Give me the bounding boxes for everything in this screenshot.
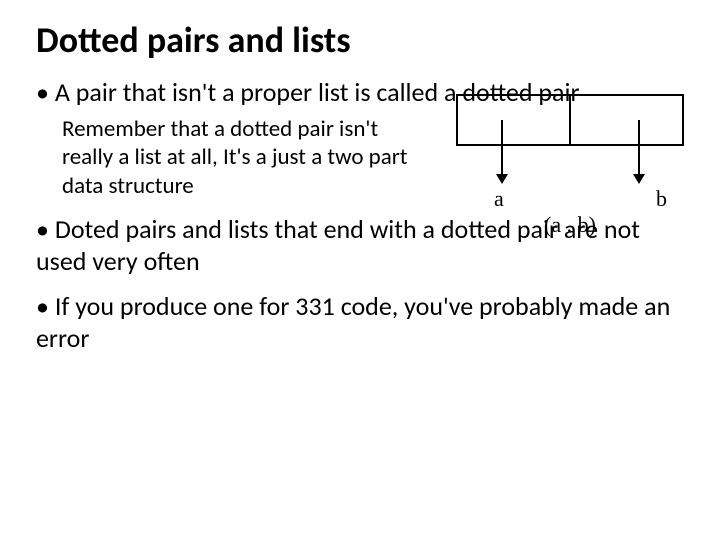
cdr-cell (570, 94, 684, 146)
label-b: b (656, 186, 667, 212)
label-a: a (494, 186, 504, 212)
cons-cell-diagram: a b (a . b) (456, 94, 686, 284)
car-cell (456, 94, 570, 146)
sub-bullet-1: Remember that a dotted pair isn't really… (62, 115, 422, 201)
bullet-3: • If you produce one for 331 code, you'v… (36, 290, 684, 355)
cons-cell-box (456, 94, 684, 146)
slide-title: Dotted pairs and lists (36, 18, 684, 62)
arrow-car (501, 120, 503, 182)
pair-notation: (a . b) (544, 212, 596, 238)
arrow-cdr (638, 120, 640, 182)
